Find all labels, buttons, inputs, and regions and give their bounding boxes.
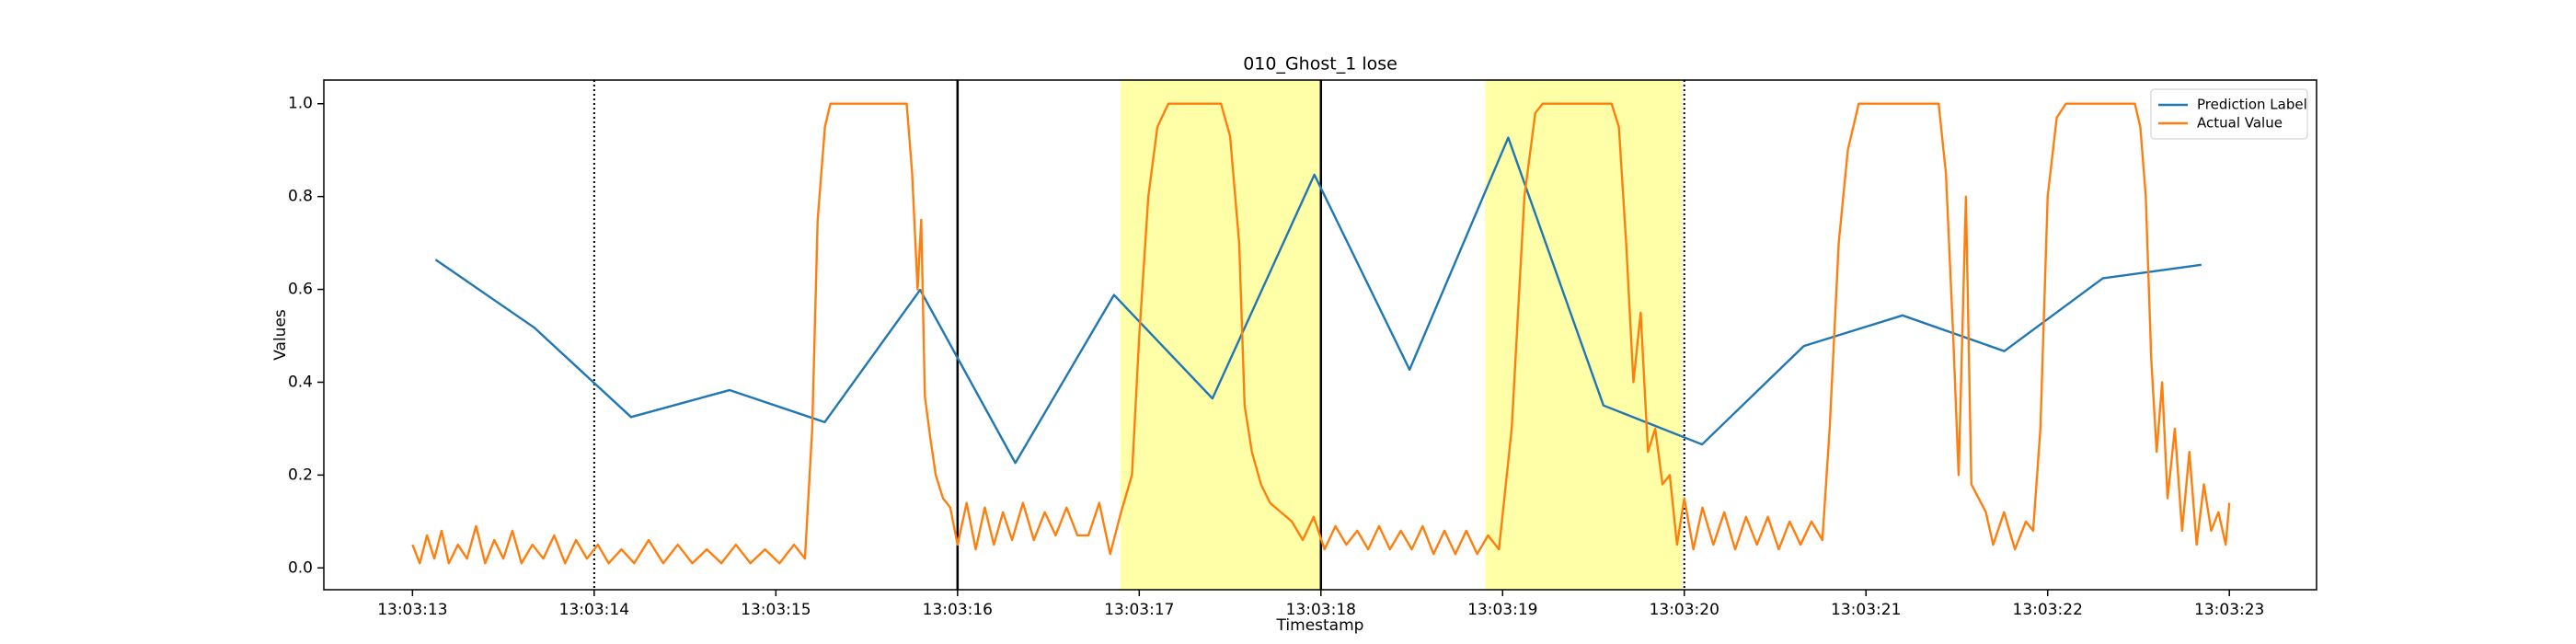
legend-label: Actual Value [2197, 115, 2283, 132]
y-tick-label: 1.0 [288, 95, 313, 113]
y-tick-label: 0.4 [288, 373, 313, 391]
y-axis-label: Values [271, 309, 290, 361]
x-tick-label: 13:03:13 [377, 601, 447, 619]
x-tick-label: 13:03:20 [1650, 601, 1719, 619]
data-line [434, 136, 2202, 465]
x-tick-label: 13:03:16 [923, 601, 993, 619]
highlight-span [1120, 80, 1321, 590]
legend-box [2150, 88, 2308, 140]
y-tick-label: 0.0 [288, 558, 313, 577]
y-tick-label: 0.2 [288, 466, 313, 484]
y-tick-label: 0.6 [288, 281, 313, 299]
x-tick-label: 13:03:14 [559, 601, 629, 619]
x-tick-label: 13:03:17 [1104, 601, 1174, 619]
x-tick-label: 13:03:18 [1286, 601, 1356, 619]
x-tick-label: 13:03:22 [2013, 601, 2083, 619]
plot-frame [323, 79, 2317, 591]
legend-label: Prediction Label [2197, 97, 2307, 113]
x-axis-label: Timestamp [1276, 616, 1364, 635]
data-line [411, 102, 2231, 565]
x-tick-label: 13:03:15 [741, 601, 811, 619]
x-tick-label: 13:03:19 [1467, 601, 1537, 619]
x-tick-label: 13:03:23 [2194, 601, 2264, 619]
y-tick-label: 0.8 [288, 188, 313, 206]
legend: Prediction Label Actual Value [2150, 88, 2308, 140]
x-tick-label: 13:03:21 [1831, 601, 1901, 619]
chart-title: 010_Ghost_1 lose [1243, 54, 1397, 75]
